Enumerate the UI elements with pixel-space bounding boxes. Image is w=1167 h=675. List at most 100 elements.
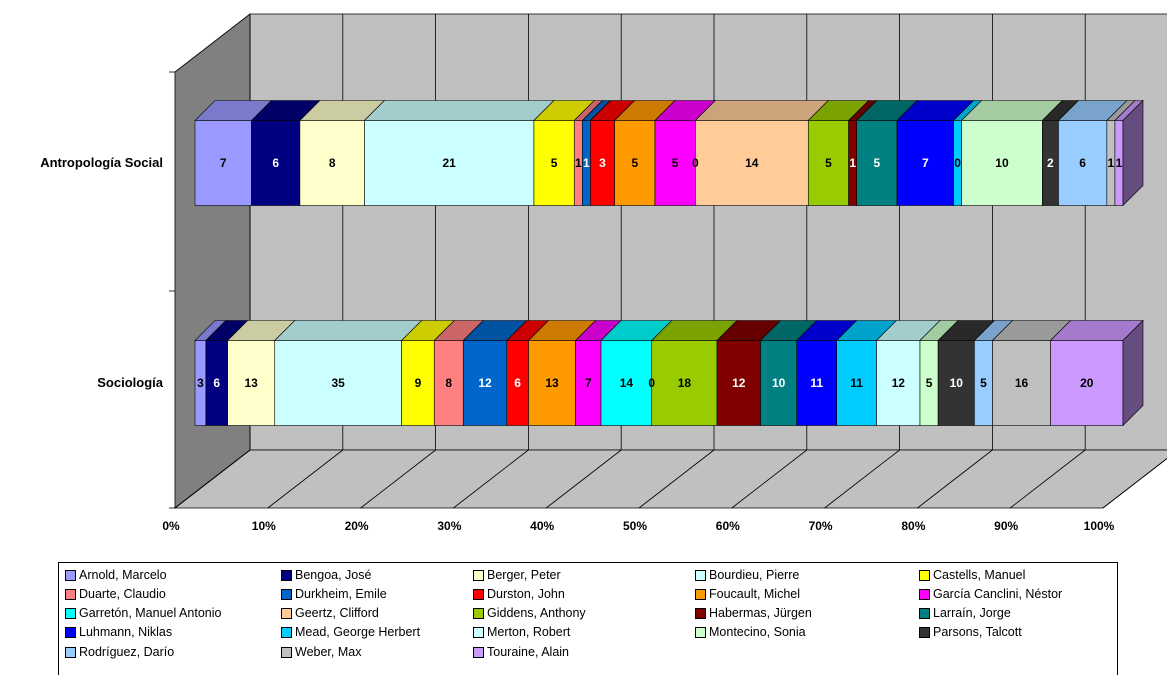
legend-label: Duarte, Claudio [79, 587, 166, 601]
legend-label: Giddens, Anthony [487, 606, 586, 620]
data-label: 1 [849, 156, 856, 170]
bar-segment [614, 120, 656, 206]
bar-segment [401, 340, 435, 426]
data-label: 14 [745, 156, 759, 170]
bar-segment [807, 120, 849, 206]
bar-segment [462, 340, 508, 426]
legend-swatch [473, 607, 484, 619]
legend-swatch [695, 626, 706, 638]
gridline [453, 449, 529, 509]
legend-label: Rodríguez, Darío [79, 645, 175, 659]
x-tick-label: 80% [901, 519, 925, 533]
x-tick-label: 50% [623, 519, 647, 533]
legend-swatch [281, 626, 292, 638]
x-tick-label: 40% [530, 519, 554, 533]
legend-item: Giddens, Anthony [473, 606, 586, 620]
legend-swatch [281, 607, 292, 619]
legend-swatch [281, 646, 292, 658]
x-tick-label: 60% [716, 519, 740, 533]
data-label: 5 [980, 376, 987, 390]
legend-item: Weber, Max [281, 645, 361, 659]
legend-swatch [473, 646, 484, 658]
gridline [917, 449, 993, 509]
legend-item: Berger, Peter [473, 568, 561, 582]
legend-swatch [919, 569, 930, 581]
legend-item: Geertz, Clifford [281, 606, 379, 620]
bar-segment [716, 340, 761, 426]
legend-label: Luhmann, Niklas [79, 625, 173, 639]
data-label: 1 [1108, 156, 1115, 170]
legend-item: Montecino, Sonia [695, 625, 806, 639]
floor [173, 449, 1167, 509]
legend-item: Larraín, Jorge [919, 606, 1011, 620]
x-tick-label: 90% [994, 519, 1018, 533]
bar-segment [937, 340, 975, 426]
legend-swatch [65, 626, 76, 638]
bar-segment [528, 340, 576, 426]
bar-segment [654, 120, 696, 206]
legend-swatch [473, 626, 484, 638]
data-label: 5 [631, 156, 638, 170]
data-label: 6 [514, 376, 521, 390]
x-tick-label: 0% [162, 519, 180, 533]
bar-segment [299, 120, 365, 206]
legend-item: Merton, Robert [473, 625, 570, 639]
legend-label: Arnold, Marcelo [79, 568, 167, 582]
stacked-bar-chart: 0% 10% 20% 30% 40% 50% 60% 70% 80% 90% 100% Antropo… [40, 13, 1167, 533]
bar-segment [856, 120, 898, 206]
bar-segment [274, 340, 402, 426]
legend-label: Geertz, Clifford [295, 606, 379, 620]
category-label: Sociología [97, 375, 164, 390]
bar-segment [695, 120, 809, 206]
data-label: 3 [197, 376, 204, 390]
legend-swatch [281, 588, 292, 600]
gridline [1102, 458, 1167, 509]
data-label: 7 [585, 376, 592, 390]
data-label: 7 [220, 156, 227, 170]
bar-side [1122, 319, 1144, 427]
bar-segment [600, 340, 653, 426]
bar-top [363, 100, 555, 121]
bar-segment [1058, 120, 1108, 206]
legend-label: Larraín, Jorge [933, 606, 1011, 620]
bar-segment [1050, 340, 1124, 426]
legend-label: Garretón, Manuel Antonio [79, 606, 222, 620]
legend-label: Castells, Manuel [933, 568, 1026, 582]
legend-item: Arnold, Marcelo [65, 568, 167, 582]
bar-segment [992, 340, 1051, 426]
legend-item: Parsons, Talcott [919, 625, 1022, 639]
legend-swatch [65, 569, 76, 581]
gridline [545, 449, 622, 509]
data-label: 13 [245, 376, 259, 390]
legend-swatch [473, 569, 484, 581]
legend-item: Mead, George Herbert [281, 625, 420, 639]
data-label: 7 [922, 156, 929, 170]
bar-top [274, 320, 423, 341]
legend-swatch [695, 569, 706, 581]
legend-item: Durkheim, Emile [281, 587, 387, 601]
bar-segment [836, 340, 877, 426]
bar-segment [533, 120, 575, 206]
legend-swatch [919, 588, 930, 600]
data-label: 8 [445, 376, 452, 390]
bar-segment [896, 120, 954, 206]
legend-label: Durston, John [487, 587, 565, 601]
gridline [174, 449, 251, 509]
bar-segment [433, 340, 464, 426]
legend-label: Merton, Robert [487, 625, 571, 639]
legend-item: Castells, Manuel [919, 568, 1025, 582]
bar-segment [251, 120, 301, 206]
legend-item: Duarte, Claudio [65, 587, 166, 601]
bar-top [694, 100, 830, 121]
data-label: 20 [1080, 376, 1094, 390]
data-label: 1 [1116, 156, 1123, 170]
data-label: 21 [443, 156, 457, 170]
data-label: 6 [213, 376, 220, 390]
chart-legend: Arnold, Marcelo Bengoa, José Berger, Peter… [58, 562, 1118, 675]
data-label: 1 [575, 156, 582, 170]
legend-label: Bengoa, José [295, 568, 372, 582]
legend-item: Bourdieu, Pierre [695, 568, 799, 582]
legend-label: Parsons, Talcott [933, 625, 1022, 639]
bar-segment [194, 120, 252, 206]
data-label: 9 [415, 376, 422, 390]
